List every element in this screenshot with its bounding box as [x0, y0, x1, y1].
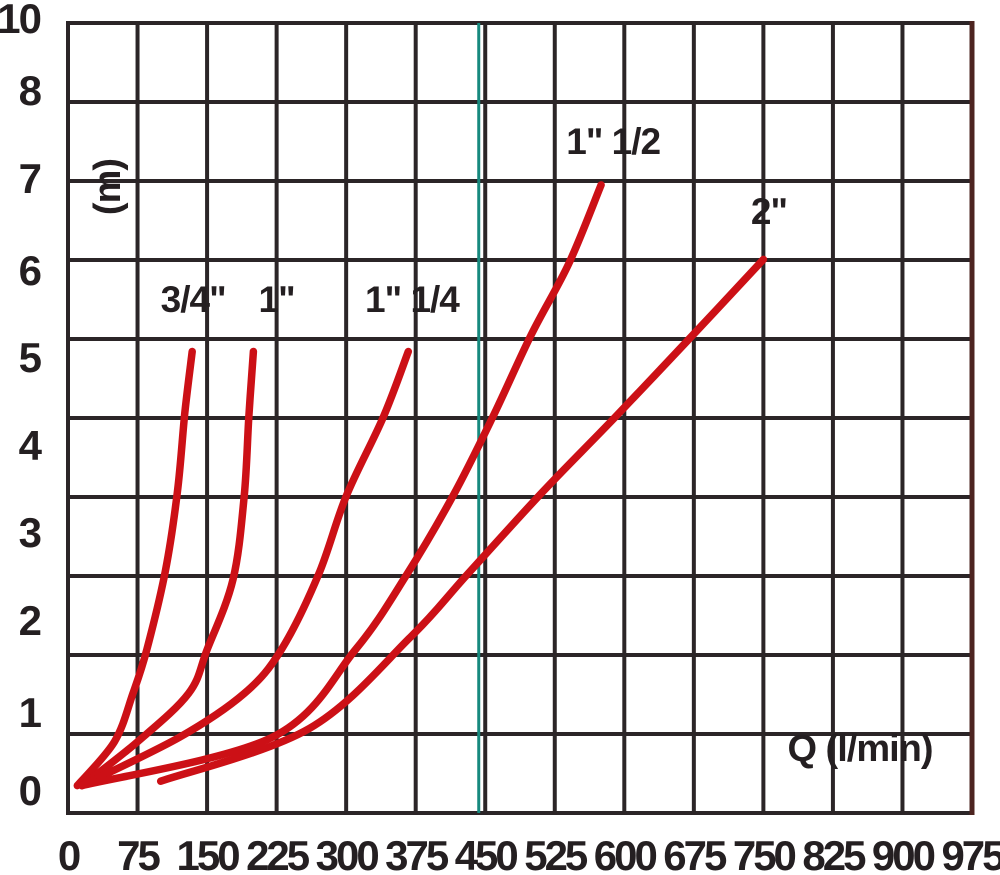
- x-axis-title: Q (l/min): [787, 728, 932, 770]
- x-tick-label: 375: [385, 832, 449, 875]
- x-tick-label: 150: [177, 832, 240, 875]
- y-tick-label: 7: [19, 155, 41, 202]
- reference-lines: [477, 21, 975, 815]
- y-tick-label: 10: [0, 0, 41, 42]
- x-tick-label: 75: [117, 832, 160, 875]
- y-axis-title: (m): [87, 159, 129, 215]
- curve-1-1-2in: [78, 181, 605, 790]
- y-tick-label: 1: [19, 689, 42, 736]
- x-tick-label: 525: [524, 832, 588, 875]
- x-axis-tick-labels: 0 75 150 225 300 375 450 525 600 675 750 825 900 975: [58, 832, 1000, 875]
- x-tick-label: 600: [594, 832, 657, 875]
- curve-label-1-1-2in: 1" 1/2: [566, 121, 660, 162]
- y-tick-label: 5: [19, 334, 42, 381]
- curve-label-3-4in: 3/4": [161, 279, 226, 320]
- curves: [73, 181, 768, 790]
- curve-label-1-1-4in: 1" 1/4: [365, 279, 460, 320]
- curve-1in: [78, 347, 258, 790]
- x-tick-label: 975: [941, 832, 1000, 875]
- x-tick-label: 225: [246, 832, 310, 875]
- grid: [66, 21, 974, 815]
- y-tick-label: 2: [19, 597, 41, 644]
- y-tick-label: 6: [19, 247, 41, 294]
- curve-2in: [156, 255, 768, 785]
- x-tick-label: 0: [58, 832, 80, 875]
- x-tick-label: 825: [802, 832, 866, 875]
- curve-label-2in: 2": [751, 191, 787, 232]
- x-tick-label: 300: [316, 832, 379, 875]
- y-tick-label: 3: [19, 509, 41, 556]
- curve-1-1-4in: [78, 347, 413, 790]
- y-tick-label: 0: [19, 767, 41, 814]
- x-tick-label: 675: [663, 832, 727, 875]
- y-tick-label: 8: [19, 67, 42, 114]
- curve-3-4in: [73, 347, 196, 790]
- x-tick-label: 900: [872, 832, 935, 875]
- x-tick-label: 750: [733, 832, 796, 875]
- y-tick-label: 4: [19, 422, 43, 469]
- x-tick-label: 450: [455, 832, 518, 875]
- curve-label-1in: 1": [259, 279, 295, 320]
- curve-labels: 3/4" 1" 1" 1/4 1" 1/2 2": [161, 121, 788, 320]
